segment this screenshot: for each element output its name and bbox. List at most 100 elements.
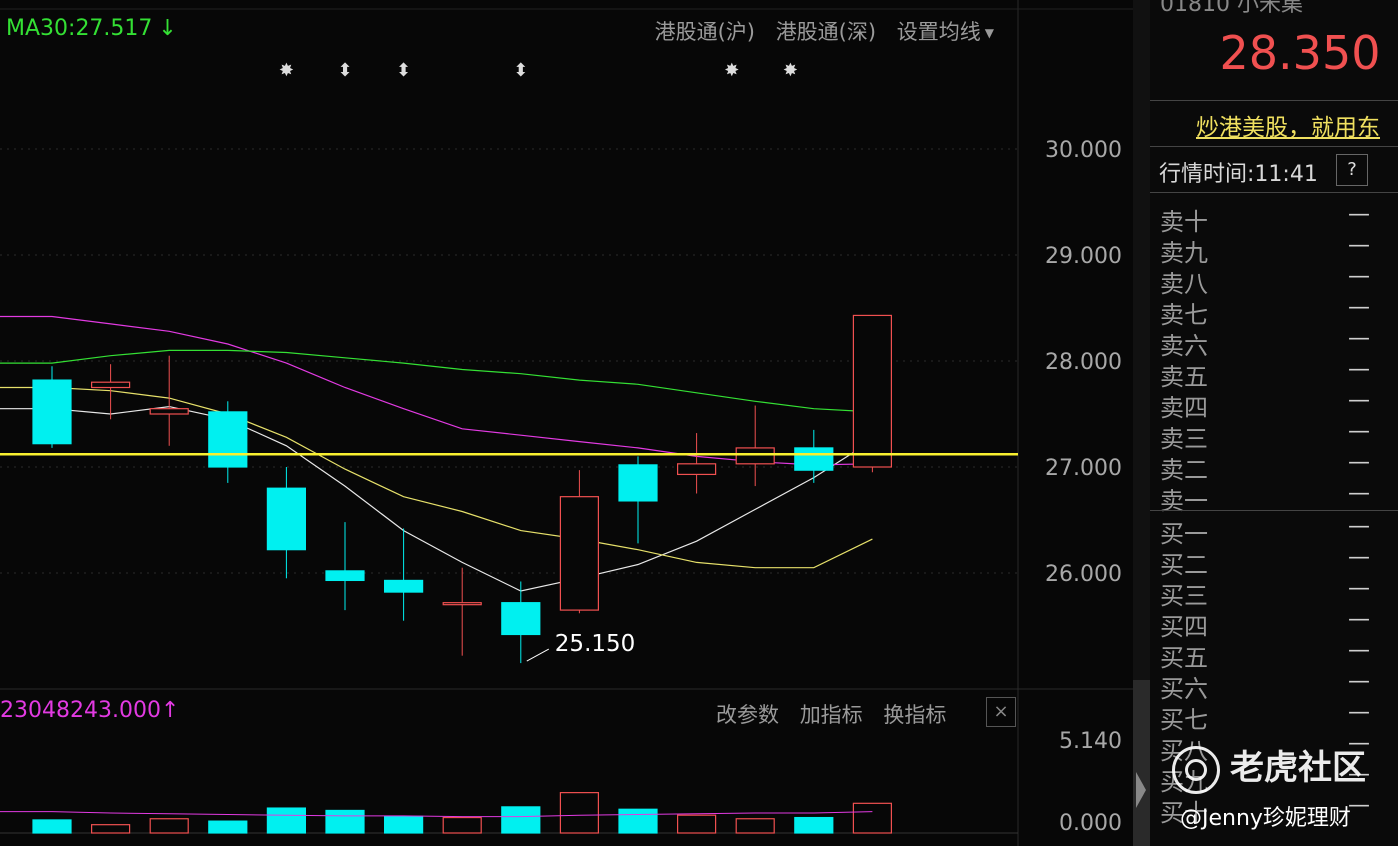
divider <box>1150 100 1398 101</box>
buy-level-row: 买五 — <box>1160 638 1370 672</box>
expand-arrow-icon[interactable] <box>1136 772 1146 808</box>
buy-level-label: 买一 <box>1160 520 1208 548</box>
sell-level-value: — <box>1348 264 1370 289</box>
event-marker-icon: ✸ <box>783 60 798 81</box>
sell-level-label: 卖四 <box>1160 394 1208 422</box>
event-marker-icon: ⬍ <box>337 60 352 81</box>
price-tick-label: 29.000 <box>1045 244 1122 269</box>
volume-tick-label: 5.140 <box>1059 729 1122 754</box>
candle-body <box>384 579 424 593</box>
buy-level-value: — <box>1348 669 1370 694</box>
sell-level-label: 卖八 <box>1160 270 1208 298</box>
price-tick-label: 27.000 <box>1045 456 1122 481</box>
buy-level-label: 买五 <box>1160 644 1208 672</box>
divider <box>1150 192 1398 193</box>
buy-level-value: — <box>1348 731 1370 756</box>
modify-params-button[interactable]: 改参数 <box>716 703 779 727</box>
sell-level-value: — <box>1348 419 1370 444</box>
ma30-label: MA30:27.517 ↓ <box>6 16 177 41</box>
help-icon[interactable]: ? <box>1336 154 1368 186</box>
add-indicator-button[interactable]: 加指标 <box>799 703 863 727</box>
event-marker-icon: ⬍ <box>513 60 528 81</box>
volume-bar <box>384 815 424 834</box>
change-indicator-button[interactable]: 换指标 <box>883 703 947 727</box>
sell-level-row: 卖二 — <box>1160 450 1370 484</box>
link-hk-connect-sh[interactable]: 港股通(沪) <box>654 20 755 44</box>
sell-level-label: 卖十 <box>1160 208 1208 236</box>
stock-code: 01810 小米集 <box>1160 0 1303 17</box>
buy-level-value: — <box>1348 514 1370 539</box>
watermark-brand-text: 老虎社区 <box>1230 748 1366 788</box>
splitter-handle[interactable] <box>1133 680 1150 846</box>
candle-body <box>90 381 131 389</box>
buy-level-value: — <box>1348 762 1370 787</box>
ma-line <box>0 405 873 592</box>
sell-level-value: — <box>1348 357 1370 382</box>
buy-level-row: 买十 — <box>1160 793 1370 827</box>
volume-bar <box>559 792 600 834</box>
event-marker-icon: ✸ <box>279 60 294 81</box>
sell-level-value: — <box>1348 295 1370 320</box>
ma-line <box>0 349 873 413</box>
indicator-actions: 改参数 加指标 换指标 <box>716 699 960 729</box>
volume-bar <box>442 816 482 834</box>
buy-level-value: — <box>1348 638 1370 663</box>
candle-body <box>149 408 189 415</box>
price-tick-label: 30.000 <box>1045 138 1122 163</box>
volume-label: 23048243.000↑ <box>0 698 179 723</box>
buy-level-label: 买十 <box>1160 799 1208 827</box>
sell-level-value: — <box>1348 481 1370 506</box>
sell-level-label: 卖七 <box>1160 301 1208 329</box>
volume-tick-label: 0.000 <box>1059 811 1122 836</box>
link-set-ma[interactable]: 设置均线 <box>896 20 981 44</box>
low-annotation-arrow <box>526 648 550 662</box>
candle-body <box>266 487 306 551</box>
kline-chart[interactable]: 30.000 29.000 28.000 27.000 26.000 5.140 0.000… <box>0 0 1133 846</box>
sell-level-row: 卖八 — <box>1160 264 1370 298</box>
caret-down-icon[interactable]: ▼ <box>984 26 994 40</box>
low-annotation-label: 25.150 <box>555 631 635 657</box>
sell-level-row: 卖四 — <box>1160 388 1370 422</box>
volume-bar <box>852 802 893 834</box>
buy-level-row: 买四 — <box>1160 607 1370 641</box>
sell-level-row: 卖六 — <box>1160 326 1370 360</box>
sell-level-label: 卖五 <box>1160 363 1208 391</box>
candle-body <box>442 602 482 606</box>
watermark-author: @Jenny珍妮理财 <box>1180 806 1351 831</box>
candle-body <box>501 602 541 636</box>
buy-level-value: — <box>1348 607 1370 632</box>
candle-body <box>852 314 893 468</box>
promo-link[interactable]: 炒港美股，就用东 <box>1196 115 1380 141</box>
sell-level-label: 卖九 <box>1160 239 1208 267</box>
volume-bar <box>618 808 658 834</box>
watermark-brand: 老虎社区 <box>1172 740 1366 794</box>
price-tick-label: 28.000 <box>1045 350 1122 375</box>
sell-level-row: 卖九 — <box>1160 233 1370 267</box>
ma-line <box>0 315 873 466</box>
volume-bar <box>325 809 365 834</box>
sell-level-row: 卖七 — <box>1160 295 1370 329</box>
volume-bar <box>32 819 72 834</box>
sell-level-row: 卖一 — <box>1160 481 1370 515</box>
candle-body <box>676 463 717 476</box>
link-hk-connect-sz[interactable]: 港股通(深) <box>775 20 877 44</box>
volume-bar <box>676 814 717 834</box>
top-links: 港股通(沪) 港股通(深) 设置均线 ▼ <box>641 16 994 46</box>
candle-body <box>735 447 775 465</box>
ma-line <box>0 386 873 569</box>
buy-level-label: 买七 <box>1160 706 1208 734</box>
sell-level-value: — <box>1348 326 1370 351</box>
sell-level-label: 卖二 <box>1160 456 1208 484</box>
panel-splitter[interactable] <box>1133 0 1150 846</box>
candle-body <box>208 411 248 468</box>
ma30-down-arrow-icon: ↓ <box>158 16 177 41</box>
volume-bar <box>90 824 131 834</box>
volume-bar <box>501 806 541 834</box>
event-marker-icon: ✸ <box>724 60 739 81</box>
volume-value: 23048243.000 <box>0 698 161 723</box>
volume-bar <box>794 816 834 834</box>
close-indicator-icon[interactable]: × <box>986 697 1016 727</box>
volume-up-arrow-icon: ↑ <box>160 698 180 723</box>
buy-level-label: 买六 <box>1160 675 1208 703</box>
sell-level-value: — <box>1348 388 1370 413</box>
